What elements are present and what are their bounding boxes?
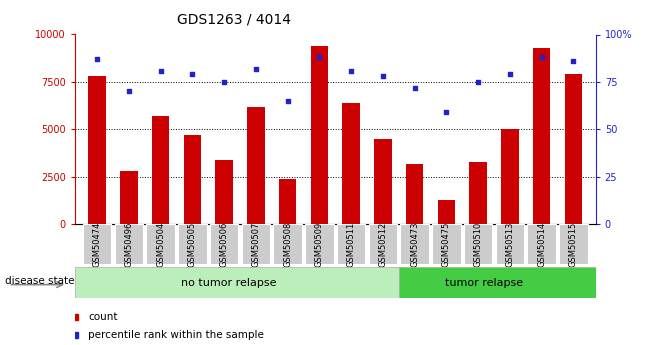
Bar [273,224,302,264]
Bar [564,74,582,224]
Point [124,89,134,94]
Text: GSM50510: GSM50510 [474,221,482,267]
Text: no tumor relapse: no tumor relapse [181,278,277,288]
Text: tumor relapse: tumor relapse [445,278,523,288]
Text: GSM50506: GSM50506 [219,221,229,267]
Point [283,98,293,104]
Bar [374,139,392,224]
Bar [464,224,492,264]
Point [536,55,547,60]
Bar [210,224,238,264]
Text: GSM50508: GSM50508 [283,221,292,267]
Bar [215,160,233,224]
Text: GDS1263 / 4014: GDS1263 / 4014 [177,12,292,26]
Text: percentile rank within the sample: percentile rank within the sample [88,330,264,339]
Bar [337,224,365,264]
Bar [305,224,334,264]
Bar [75,267,404,298]
Bar [501,129,519,224]
Bar [406,164,423,224]
Point [187,71,197,77]
Bar [242,224,270,264]
Text: GSM50474: GSM50474 [92,221,102,267]
Bar [368,224,397,264]
Point [409,85,420,90]
Point [156,68,166,73]
Bar [495,224,524,264]
Point [505,71,515,77]
Text: GSM50504: GSM50504 [156,221,165,267]
Bar [559,224,588,264]
Bar [115,224,143,264]
Text: GSM50512: GSM50512 [378,221,387,267]
Bar [184,135,201,224]
Bar [527,224,556,264]
Point [251,66,261,71]
Point [314,55,325,60]
Text: GSM50515: GSM50515 [569,221,578,267]
Bar [120,171,137,224]
Text: GSM50496: GSM50496 [124,221,133,267]
Bar [152,116,169,224]
Point [568,58,579,64]
Text: GSM50511: GSM50511 [346,221,355,267]
Bar [469,161,487,224]
Point [473,79,484,85]
Bar [399,267,596,298]
Text: GSM50513: GSM50513 [505,221,514,267]
Bar [178,224,206,264]
Bar [342,103,360,224]
Point [378,73,388,79]
Text: GSM50509: GSM50509 [315,221,324,267]
Text: GSM50475: GSM50475 [442,221,451,267]
Text: disease state: disease state [5,276,75,286]
Point [441,110,452,115]
Bar [83,224,111,264]
Text: GSM50514: GSM50514 [537,221,546,267]
Point [346,68,356,73]
Bar [146,224,175,264]
Bar [437,199,455,224]
Point [92,57,102,62]
Bar [432,224,461,264]
Bar [533,48,550,224]
Bar [247,107,264,224]
Bar [400,224,429,264]
Bar [311,46,328,224]
Text: count: count [88,313,117,322]
Text: GSM50473: GSM50473 [410,221,419,267]
Text: GSM50507: GSM50507 [251,221,260,267]
Point [219,79,229,85]
Bar [279,179,296,224]
Text: GSM50505: GSM50505 [188,221,197,267]
Bar [89,76,106,224]
